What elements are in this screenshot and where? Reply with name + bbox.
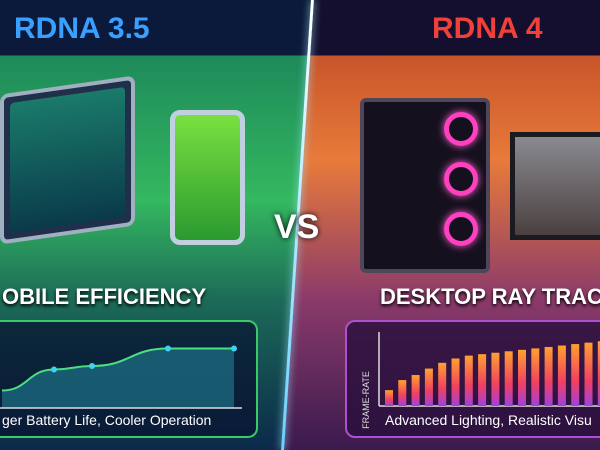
right-subtitle: DESKTOP RAY TRAC [380, 284, 600, 309]
data-point [165, 345, 171, 352]
monitor-illustration [510, 132, 600, 240]
bar [424, 368, 433, 406]
bar [504, 351, 513, 406]
bar [544, 346, 553, 406]
efficiency-chart [0, 345, 242, 409]
bar [518, 349, 526, 406]
data-point [89, 363, 95, 369]
bar [531, 348, 540, 406]
data-point [51, 366, 57, 373]
bar [385, 390, 393, 406]
framerate-caption: Advanced Lighting, Realistic Visu [385, 412, 592, 428]
battery-leaf-icon [170, 110, 245, 245]
framerate-chart: FRAME-RATE [361, 332, 600, 429]
data-point [231, 345, 237, 352]
laptop-illustration [0, 75, 135, 245]
bar [571, 344, 580, 406]
bar [557, 345, 566, 406]
vs-label: VS [274, 208, 320, 246]
left-subtitle: OBILE EFFICIENCY [2, 284, 207, 309]
bar [597, 341, 600, 406]
area-fill [2, 348, 234, 408]
bar [451, 358, 460, 406]
bar [411, 375, 420, 406]
bar [478, 354, 487, 406]
y-axis-label: FRAME-RATE [361, 371, 371, 429]
bar [584, 342, 593, 406]
framerate-chart-panel: FRAME-RATE Advanced Lighting, Realistic … [345, 320, 600, 438]
bar [491, 352, 500, 406]
rdna4-title: RDNA 4 [432, 12, 543, 45]
efficiency-chart-panel: ger Battery Life, Cooler Operation [0, 320, 258, 438]
efficiency-caption: ger Battery Life, Cooler Operation [2, 412, 212, 428]
bar [438, 362, 447, 406]
gaming-pc-illustration [360, 98, 490, 273]
bar [464, 355, 473, 406]
rdna35-title: RDNA 3.5 [14, 12, 150, 45]
bar [398, 380, 407, 406]
